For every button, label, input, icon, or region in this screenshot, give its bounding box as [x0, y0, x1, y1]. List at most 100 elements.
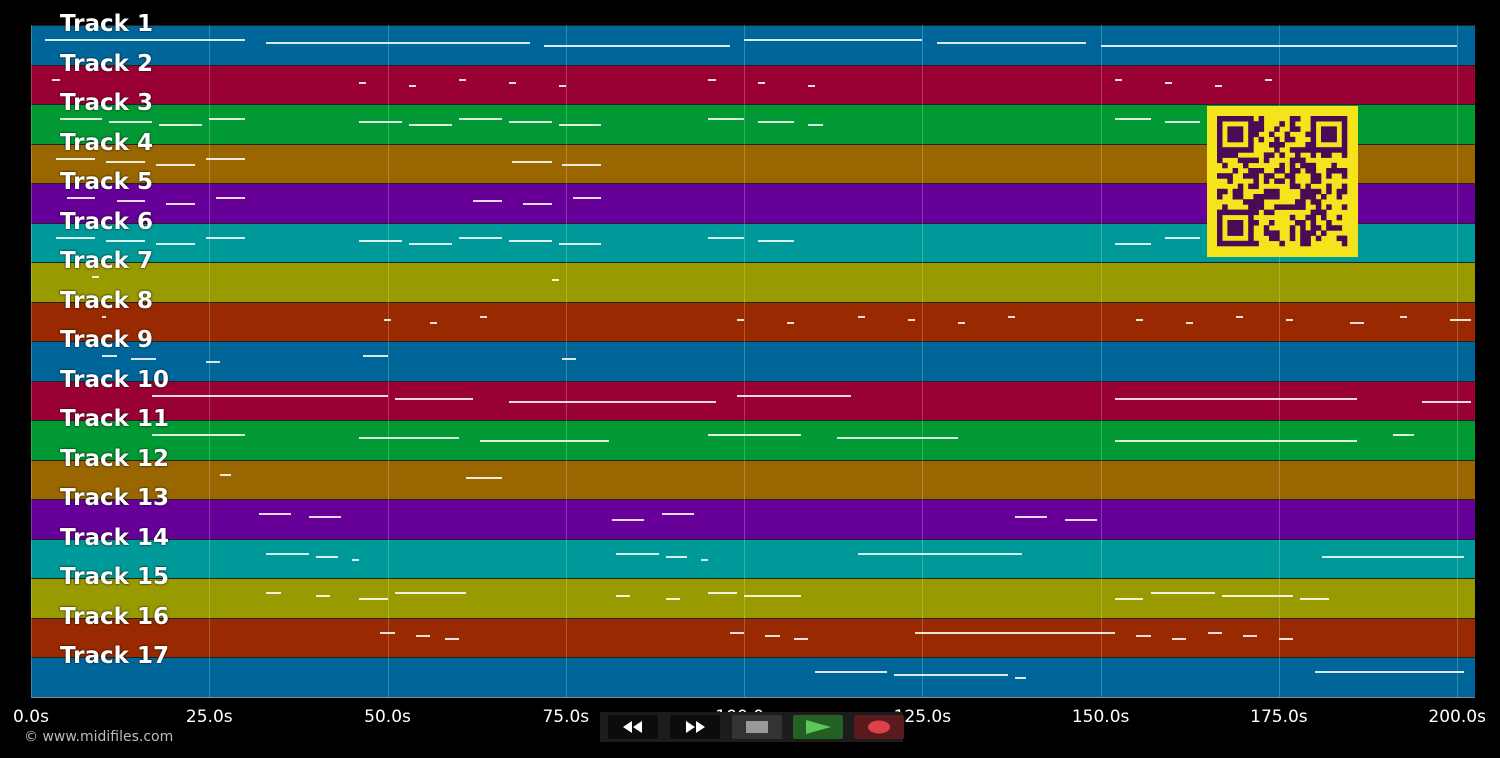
midi-note — [1114, 118, 1151, 121]
midi-note — [794, 637, 809, 640]
midi-note — [105, 239, 146, 242]
midi-note — [1150, 592, 1215, 595]
play-button[interactable] — [793, 715, 843, 739]
midi-note — [1300, 598, 1329, 601]
midi-note — [359, 437, 459, 440]
midi-note — [858, 552, 1023, 555]
midi-note — [893, 674, 1008, 677]
track-label: Track 3 — [60, 90, 153, 117]
midi-note — [66, 197, 96, 200]
midi-note — [1114, 598, 1144, 601]
midi-note — [102, 355, 117, 358]
midi-note — [858, 315, 866, 318]
midi-note — [1392, 434, 1415, 437]
track-lane — [31, 578, 1475, 618]
midi-note — [480, 440, 609, 443]
track-label: Track 16 — [60, 603, 169, 630]
midi-note — [744, 39, 923, 41]
midi-note — [155, 242, 195, 245]
track-label: Track 11 — [60, 406, 169, 433]
midi-note — [572, 197, 602, 200]
midi-note — [152, 434, 245, 437]
midi-note — [408, 124, 452, 127]
midi-note — [1243, 634, 1258, 637]
midi-note — [1421, 400, 1472, 403]
gridline — [1100, 25, 1102, 697]
midi-note — [665, 555, 688, 558]
midi-note — [380, 631, 395, 634]
midi-note — [394, 397, 474, 400]
gridline — [387, 25, 389, 697]
midi-note — [665, 598, 680, 601]
midi-note — [55, 157, 96, 160]
midi-note — [1321, 555, 1465, 558]
midi-note — [758, 121, 794, 124]
midi-note — [458, 78, 466, 81]
midi-note — [1350, 321, 1365, 324]
record-button[interactable] — [854, 715, 904, 739]
rewind-button[interactable] — [608, 715, 658, 739]
midi-note — [209, 118, 245, 121]
track-lane — [31, 301, 1475, 342]
midi-note — [458, 118, 502, 121]
midi-note — [508, 121, 552, 124]
midi-note — [701, 558, 709, 561]
midi-note — [1064, 519, 1098, 522]
track-lane — [31, 459, 1475, 500]
track-label: Track 13 — [60, 485, 169, 512]
midi-note — [729, 631, 745, 634]
midi-note — [105, 160, 146, 163]
midi-note — [562, 163, 602, 166]
midi-note — [1236, 315, 1244, 318]
midi-note — [758, 239, 794, 242]
midi-note — [1100, 45, 1458, 47]
track-lane — [31, 64, 1475, 105]
midi-note — [786, 321, 794, 324]
midi-note — [219, 473, 231, 476]
midi-note — [508, 400, 716, 403]
midi-note — [551, 279, 559, 282]
midi-note — [1400, 315, 1408, 318]
midi-note — [102, 315, 106, 318]
track-label: Track 15 — [60, 564, 169, 591]
midi-note — [416, 634, 431, 637]
midi-note — [351, 558, 359, 561]
midi-note — [116, 200, 146, 203]
track-label: Track 1 — [60, 11, 153, 37]
midi-note — [915, 631, 1115, 634]
midi-note — [205, 236, 245, 239]
track-label: Track 14 — [60, 524, 169, 551]
midi-note — [1264, 78, 1272, 81]
playback-controls — [600, 712, 904, 742]
track-lane — [31, 25, 1475, 65]
midi-note — [45, 39, 245, 41]
midi-note — [736, 394, 852, 397]
midi-note — [1114, 440, 1358, 443]
tick-label: 200.0s — [1428, 707, 1486, 727]
midi-note — [708, 434, 802, 437]
track-label: Track 10 — [60, 366, 169, 393]
track-lane — [31, 380, 1475, 421]
midi-note — [523, 203, 552, 206]
qr-code[interactable] — [1207, 106, 1358, 257]
midi-note — [1221, 595, 1294, 598]
fast-forward-button[interactable] — [670, 715, 720, 739]
midi-note — [908, 318, 916, 321]
midi-note — [708, 118, 745, 121]
midi-note — [612, 519, 645, 522]
midi-note — [159, 124, 203, 127]
midi-note — [1136, 318, 1144, 321]
track-label: Track 9 — [60, 327, 153, 354]
midi-note — [359, 239, 402, 242]
midi-note — [216, 197, 245, 200]
midi-note — [508, 239, 552, 242]
midi-note — [765, 634, 780, 637]
midi-note — [1015, 677, 1026, 680]
midi-note — [508, 81, 516, 84]
track-label: Track 5 — [60, 169, 153, 196]
midi-note — [205, 157, 245, 160]
midi-note — [736, 318, 745, 321]
midi-note — [1450, 318, 1472, 321]
stop-button[interactable] — [732, 715, 782, 739]
